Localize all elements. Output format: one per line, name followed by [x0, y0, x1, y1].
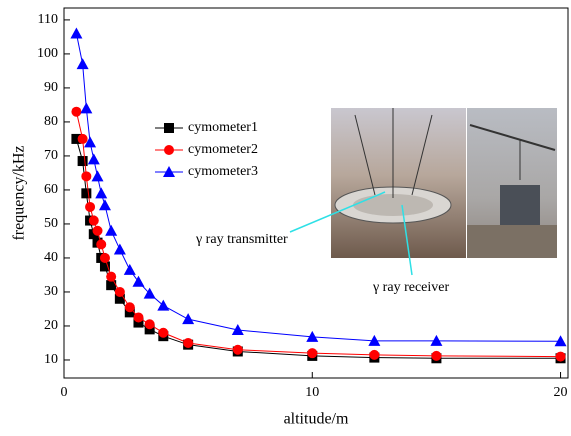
marker: [71, 106, 82, 117]
marker: [80, 102, 93, 114]
y-tick-label: 70: [44, 148, 58, 163]
marker: [76, 58, 89, 70]
marker: [182, 313, 195, 325]
marker: [99, 261, 110, 272]
marker: [77, 156, 88, 167]
marker: [77, 133, 88, 144]
legend-marker: [163, 166, 175, 177]
marker: [114, 293, 125, 304]
y-tick-label: 110: [38, 12, 58, 27]
inset-photo: [331, 108, 557, 258]
marker: [306, 330, 319, 342]
marker: [231, 324, 244, 336]
marker: [307, 348, 318, 359]
marker: [124, 302, 135, 313]
y-tick-label: 10: [44, 352, 58, 367]
marker: [84, 136, 97, 148]
marker: [431, 350, 442, 361]
marker: [95, 187, 108, 199]
legend-label: cymometer2: [188, 142, 258, 157]
marker: [70, 27, 83, 39]
marker: [88, 229, 99, 240]
arrow: [289, 191, 386, 233]
annotation: γ ray transmitter: [195, 232, 288, 247]
marker: [106, 271, 117, 282]
marker: [124, 307, 135, 318]
marker: [132, 275, 145, 287]
marker: [183, 337, 194, 348]
marker: [113, 243, 126, 255]
marker: [71, 133, 82, 144]
marker: [99, 252, 110, 263]
marker: [98, 199, 111, 211]
marker: [96, 239, 107, 250]
y-tick-label: 20: [44, 318, 58, 333]
marker: [81, 171, 92, 182]
marker: [91, 170, 104, 182]
marker: [232, 344, 243, 355]
marker: [114, 286, 125, 297]
marker: [92, 225, 103, 236]
legend-label: cymometer3: [188, 164, 258, 179]
marker: [554, 335, 567, 347]
x-tick-label: 20: [554, 385, 568, 400]
y-axis-label: frequency/kHz: [11, 145, 28, 240]
marker: [88, 215, 99, 226]
marker: [106, 280, 117, 291]
legend-marker: [164, 123, 174, 133]
marker: [368, 334, 381, 346]
y-tick-label: 50: [44, 216, 58, 231]
x-tick-label: 10: [305, 385, 319, 400]
y-tick-label: 40: [44, 250, 58, 265]
y-tick-label: 30: [44, 284, 58, 299]
marker: [143, 287, 156, 299]
annotation: γ ray receiver: [372, 280, 449, 295]
marker: [144, 324, 155, 335]
y-tick-label: 90: [44, 80, 58, 95]
marker: [123, 263, 136, 275]
legend-label: cymometer1: [188, 120, 258, 135]
y-tick-label: 80: [44, 114, 58, 129]
arrow: [401, 204, 413, 276]
marker: [158, 327, 169, 338]
x-tick-label: 0: [61, 385, 68, 400]
marker: [87, 153, 100, 165]
marker: [144, 319, 155, 330]
marker: [81, 188, 92, 199]
y-tick-label: 100: [37, 46, 58, 61]
marker: [133, 317, 144, 328]
marker: [105, 224, 118, 236]
x-axis-label: altitude/m: [284, 411, 349, 428]
marker: [85, 201, 96, 212]
marker: [430, 334, 443, 346]
plot-frame: [63, 7, 569, 379]
marker: [369, 349, 380, 360]
marker: [157, 299, 170, 311]
marker: [555, 351, 566, 362]
legend-marker: [164, 145, 174, 155]
marker: [133, 312, 144, 323]
y-tick-label: 60: [44, 182, 58, 197]
